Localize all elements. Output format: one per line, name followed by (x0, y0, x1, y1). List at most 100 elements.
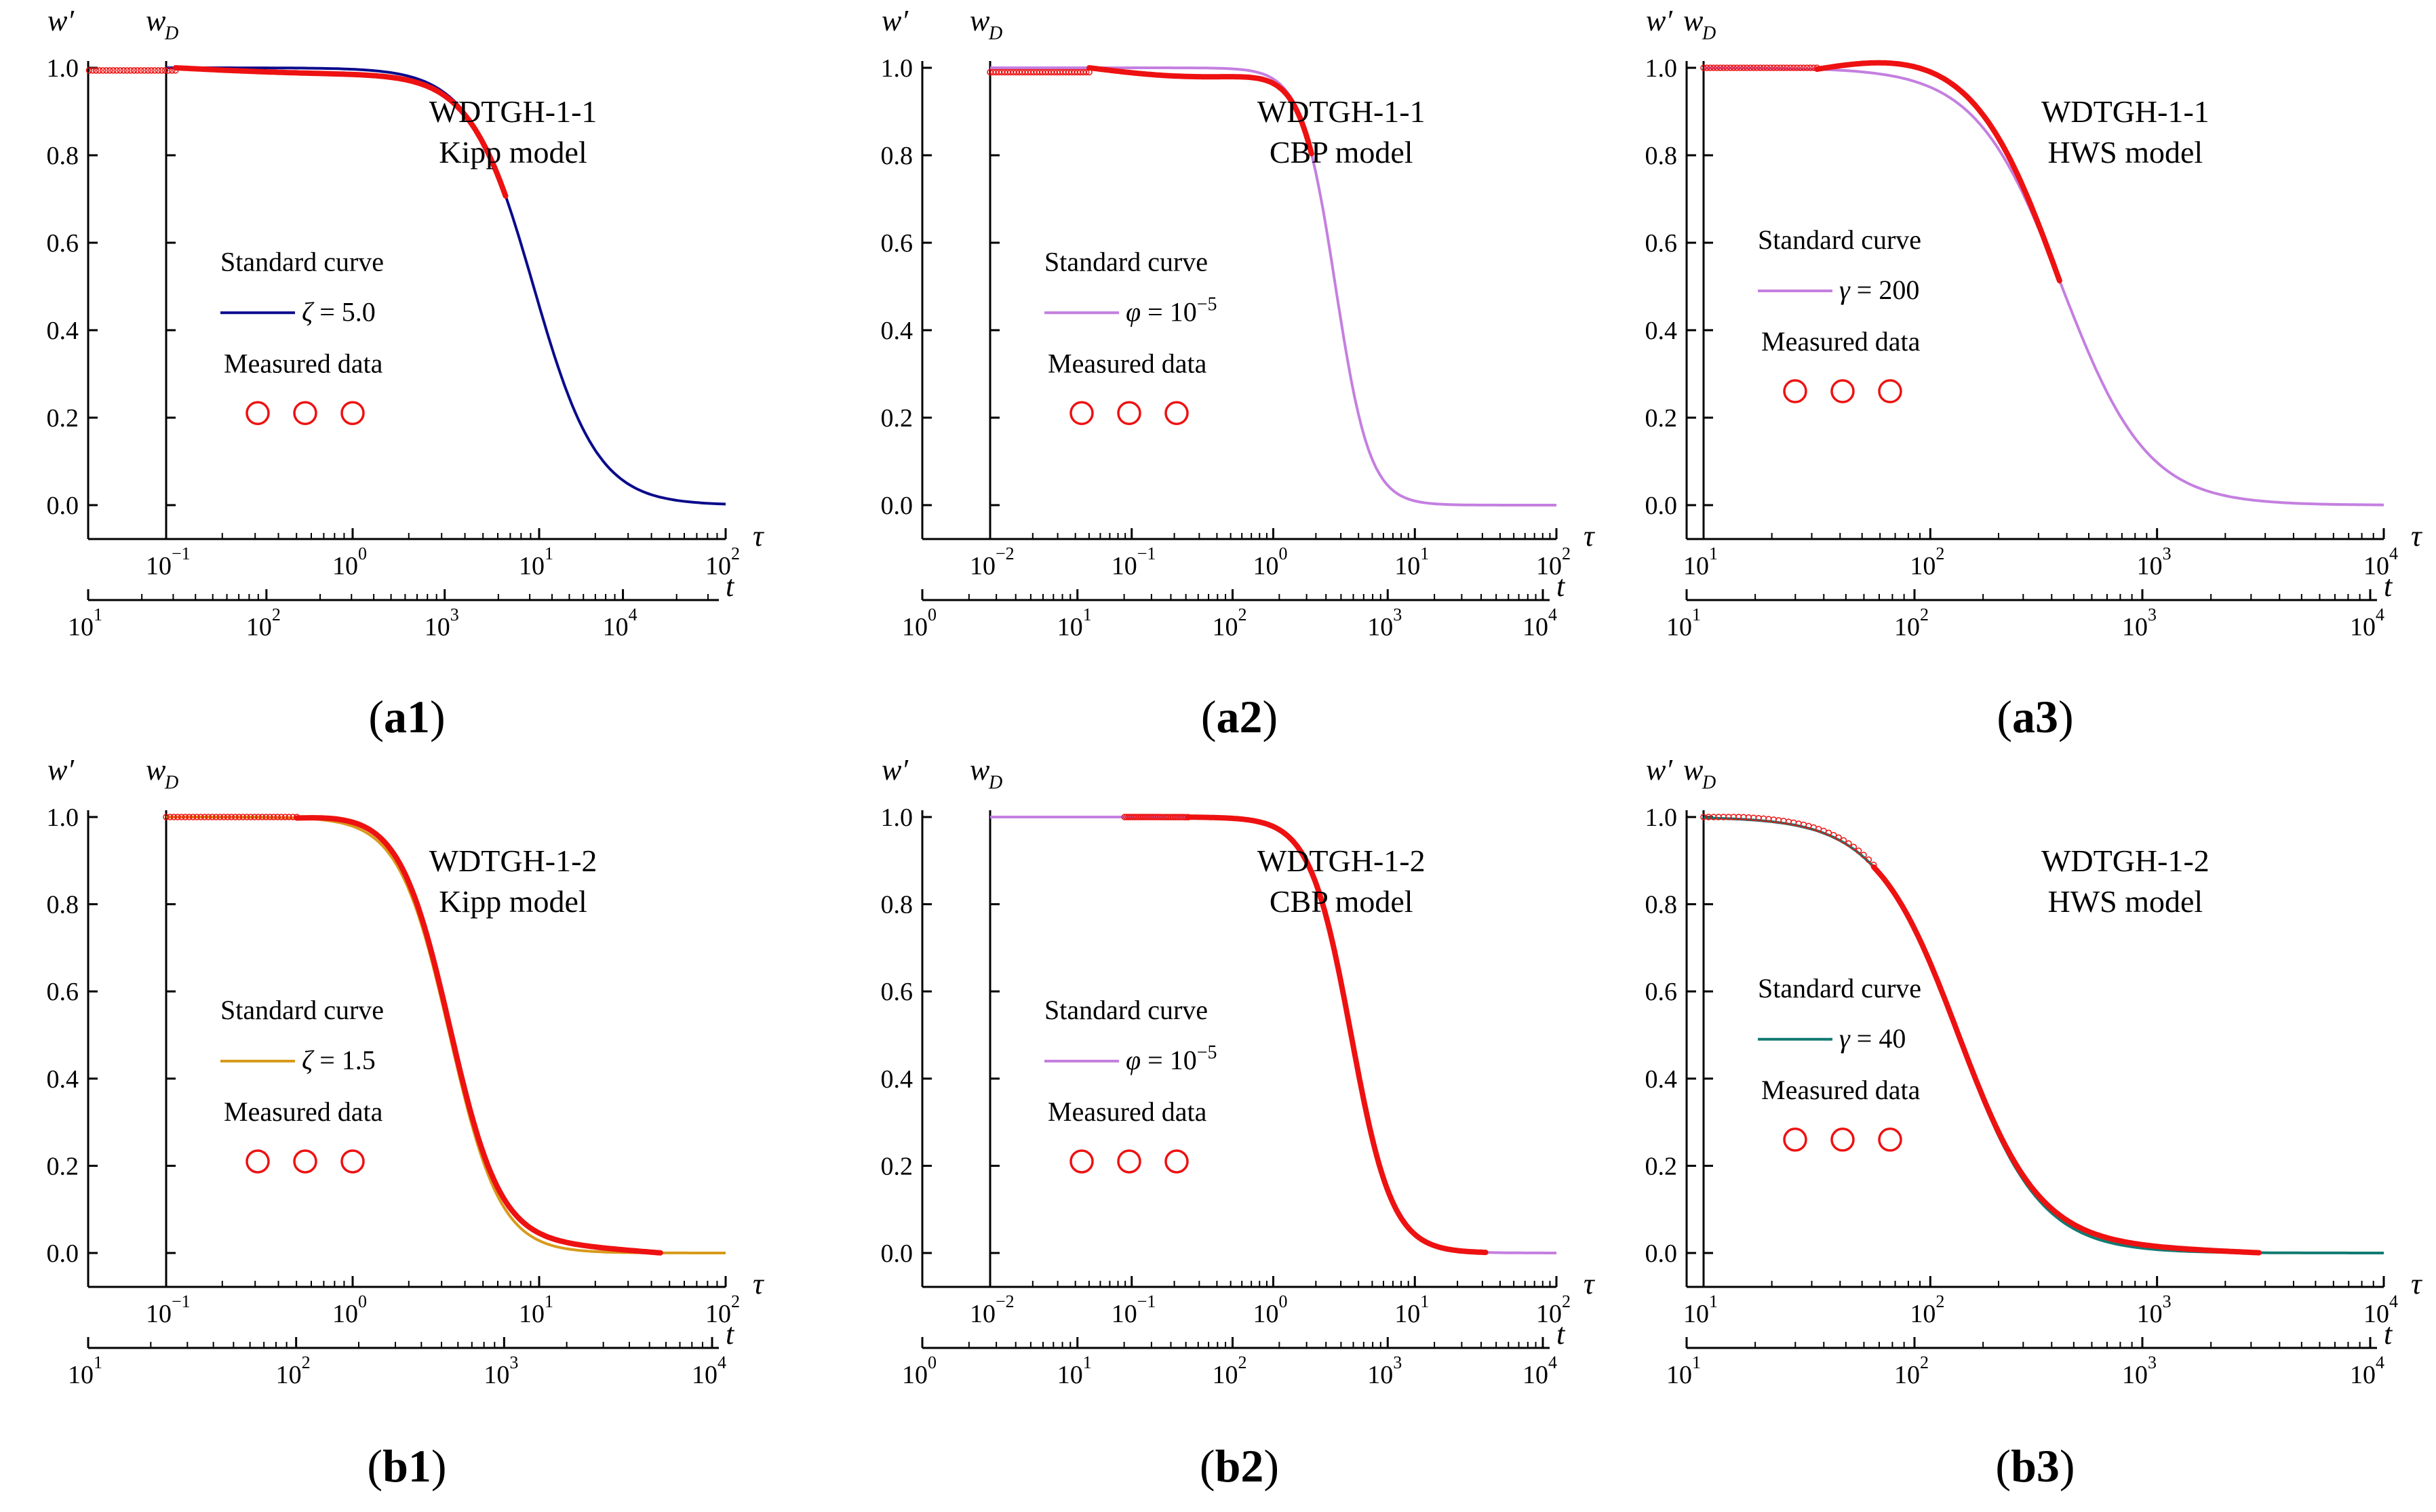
t-tick-label: 10 (1213, 613, 1238, 641)
legend-standard-label: Standard curve (1044, 246, 1208, 277)
y-axis-label-inner-sub: D (164, 772, 178, 793)
t-tick-label: 10 (692, 1361, 718, 1389)
panel-caption-open: ( (368, 691, 384, 742)
y-tick-label: 0.6 (47, 229, 79, 258)
measured-point (1865, 856, 1872, 863)
t-tick-label: 10 (1894, 1361, 1920, 1389)
t-tick-exponent: 2 (302, 1353, 311, 1372)
legend-measured-marker (340, 1149, 365, 1174)
t-tick-label: 10 (2122, 1361, 2148, 1389)
tau-tick-label: 10 (519, 1300, 545, 1328)
measured-point (120, 67, 127, 74)
y-tick-label: 1.0 (1645, 54, 1678, 83)
measured-point (1750, 64, 1757, 71)
tau-tick-exponent: 1 (545, 1292, 553, 1311)
measured-point (189, 814, 197, 820)
measured-point (1773, 64, 1780, 71)
measured-point (1710, 64, 1717, 71)
measured-point (212, 814, 220, 820)
panel-title-line1: WDTGH-1-1 (429, 94, 597, 129)
legend-measured-marker (1830, 1128, 1855, 1152)
t-tick-exponent: 3 (1393, 1353, 1402, 1372)
measured-point (1713, 64, 1721, 71)
t-tick-exponent: 4 (1548, 605, 1557, 624)
legend-measured-marker (245, 1149, 270, 1174)
tau-tick-exponent: 2 (1936, 1292, 1944, 1311)
panel-caption-open: ( (1201, 691, 1217, 742)
y-tick-label: 0.4 (1645, 1065, 1678, 1094)
legend-param-symbol: φ (1126, 296, 1141, 327)
y-axis-label-outer: w′ (882, 4, 909, 37)
tau-tick-exponent: 1 (1420, 544, 1429, 563)
t-tick-label: 10 (246, 613, 272, 641)
y-tick-label: 0.4 (881, 317, 914, 345)
measured-point (144, 67, 151, 74)
tau-tick-label: 10 (1683, 1300, 1709, 1328)
tau-tick-exponent: 1 (1709, 1292, 1718, 1311)
legend-param-value: = 5.0 (313, 296, 376, 327)
measured-point (1830, 831, 1837, 839)
legend-param-symbol: ζ (302, 296, 315, 327)
t-tick-exponent: 2 (1238, 605, 1247, 624)
t-tick-exponent: 1 (1692, 1353, 1701, 1372)
measured-point (103, 67, 110, 74)
t-tick-exponent: 2 (1920, 1353, 1929, 1372)
t-tick-label: 10 (2350, 613, 2376, 641)
measured-point (1733, 64, 1740, 71)
legend-param-text: γ = 40 (1839, 1023, 1906, 1054)
y-axis-label-inner-sub: D (164, 23, 178, 44)
tau-tick-label: 10 (705, 1300, 731, 1328)
measured-point (243, 814, 250, 820)
tau-tick-exponent: 0 (1279, 544, 1288, 563)
t-axis-label: t (1556, 570, 1566, 603)
y-tick-label: 0.8 (881, 891, 914, 919)
tau-tick-exponent: 1 (1420, 1292, 1429, 1311)
measured-point (158, 67, 165, 74)
y-tick-label: 0.2 (47, 404, 79, 433)
tau-tick-label: 10 (2137, 1300, 2163, 1328)
measured-point (1737, 64, 1744, 71)
legend-param-symbol: ζ (302, 1045, 315, 1075)
measured-point (267, 814, 273, 820)
y-tick-label: 0.0 (47, 1239, 79, 1268)
y-axis-label-inner: w (970, 753, 990, 787)
tau-tick-label: 10 (332, 552, 358, 580)
panel-caption-open: ( (1200, 1440, 1215, 1492)
t-tick-label: 10 (1367, 1361, 1393, 1389)
measured-point (182, 814, 189, 820)
tau-tick-exponent: 2 (1936, 544, 1944, 563)
legend-measured-marker (245, 401, 270, 425)
measured-point (1790, 64, 1797, 71)
measured-point (170, 814, 178, 820)
tau-tick-exponent: 3 (2163, 1292, 2172, 1311)
tau-tick-label: 10 (2363, 552, 2389, 580)
y-tick-label: 1.0 (47, 54, 79, 83)
y-tick-label: 1.0 (47, 803, 79, 832)
legend-measured-marker (1164, 1149, 1189, 1174)
t-axis-label: t (726, 570, 735, 603)
panel-caption-open: ( (367, 1440, 382, 1492)
measured-point (1083, 68, 1090, 76)
panel-caption: (b1) (367, 1440, 446, 1492)
tau-axis-label: τ (753, 519, 765, 553)
tau-tick-label: 10 (705, 552, 731, 580)
panel-caption: (a1) (368, 691, 445, 742)
measured-point (1807, 64, 1814, 71)
measured-point (247, 814, 254, 820)
y-tick-label: 0.2 (1645, 1152, 1678, 1180)
legend-param-symbol: γ (1839, 275, 1851, 305)
t-tick-exponent: 2 (272, 605, 281, 624)
legend-measured-marker (1164, 401, 1189, 425)
measured-point (1784, 64, 1790, 71)
t-tick-label: 10 (68, 1361, 94, 1389)
measured-point (1770, 64, 1777, 71)
tau-axis-label: τ (753, 1267, 765, 1300)
measured-point (1855, 848, 1862, 854)
y-tick-label: 0.4 (1645, 317, 1678, 345)
measured-point (134, 67, 141, 74)
y-axis-label-outer: w′ (1646, 4, 1673, 37)
legend-param-symbol: γ (1839, 1023, 1851, 1054)
